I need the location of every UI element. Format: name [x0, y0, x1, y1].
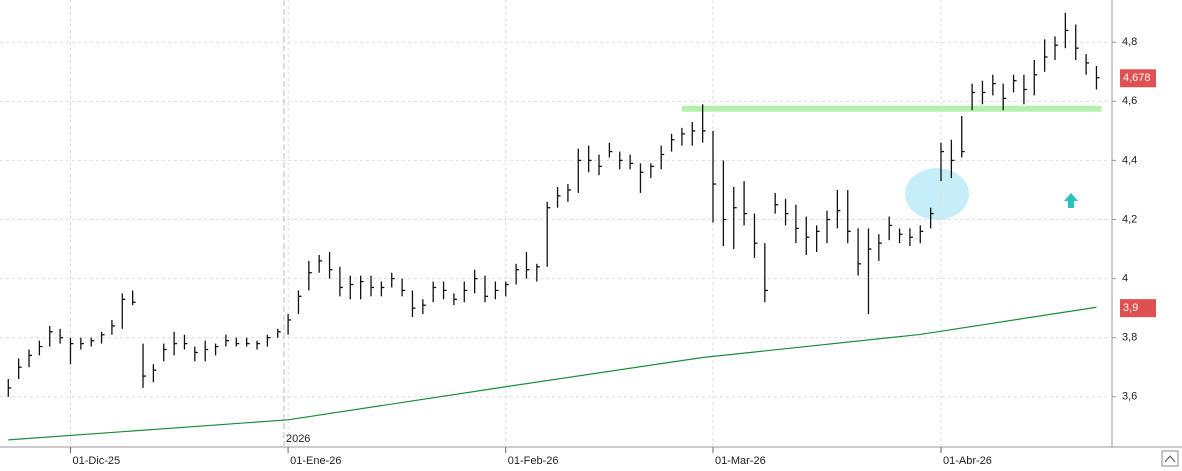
price-tag — [1120, 69, 1156, 88]
y-tick-label: 4,2 — [1122, 213, 1137, 225]
moving-average — [8, 306, 1097, 441]
y-tick-label: 3,6 — [1122, 391, 1137, 403]
x-tick-label: 01-Abr-26 — [943, 455, 992, 467]
year-label: 2026 — [286, 433, 310, 445]
corner-icon-glyph — [1164, 455, 1176, 463]
price-tag-label: 3,9 — [1123, 302, 1138, 314]
x-tick-label: 01-Feb-26 — [508, 455, 559, 467]
corner-icon[interactable] — [1161, 450, 1179, 467]
x-tick-label: 01-Ene-26 — [290, 455, 341, 467]
y-tick-label: 4 — [1122, 273, 1128, 285]
x-tick-label: 01-Mar-26 — [715, 455, 766, 467]
y-tick-label: 4,8 — [1122, 36, 1137, 48]
y-tick-label: 4,6 — [1122, 95, 1137, 107]
x-tick-label: 01-Dic-25 — [72, 455, 120, 467]
price-tag — [1120, 299, 1156, 318]
price-tag-label: 4,678 — [1123, 72, 1151, 84]
highlight-ellipse — [905, 168, 969, 220]
up-arrow — [1064, 193, 1078, 208]
y-tick-label: 3,8 — [1122, 332, 1137, 344]
y-tick-label: 4,4 — [1122, 154, 1137, 166]
